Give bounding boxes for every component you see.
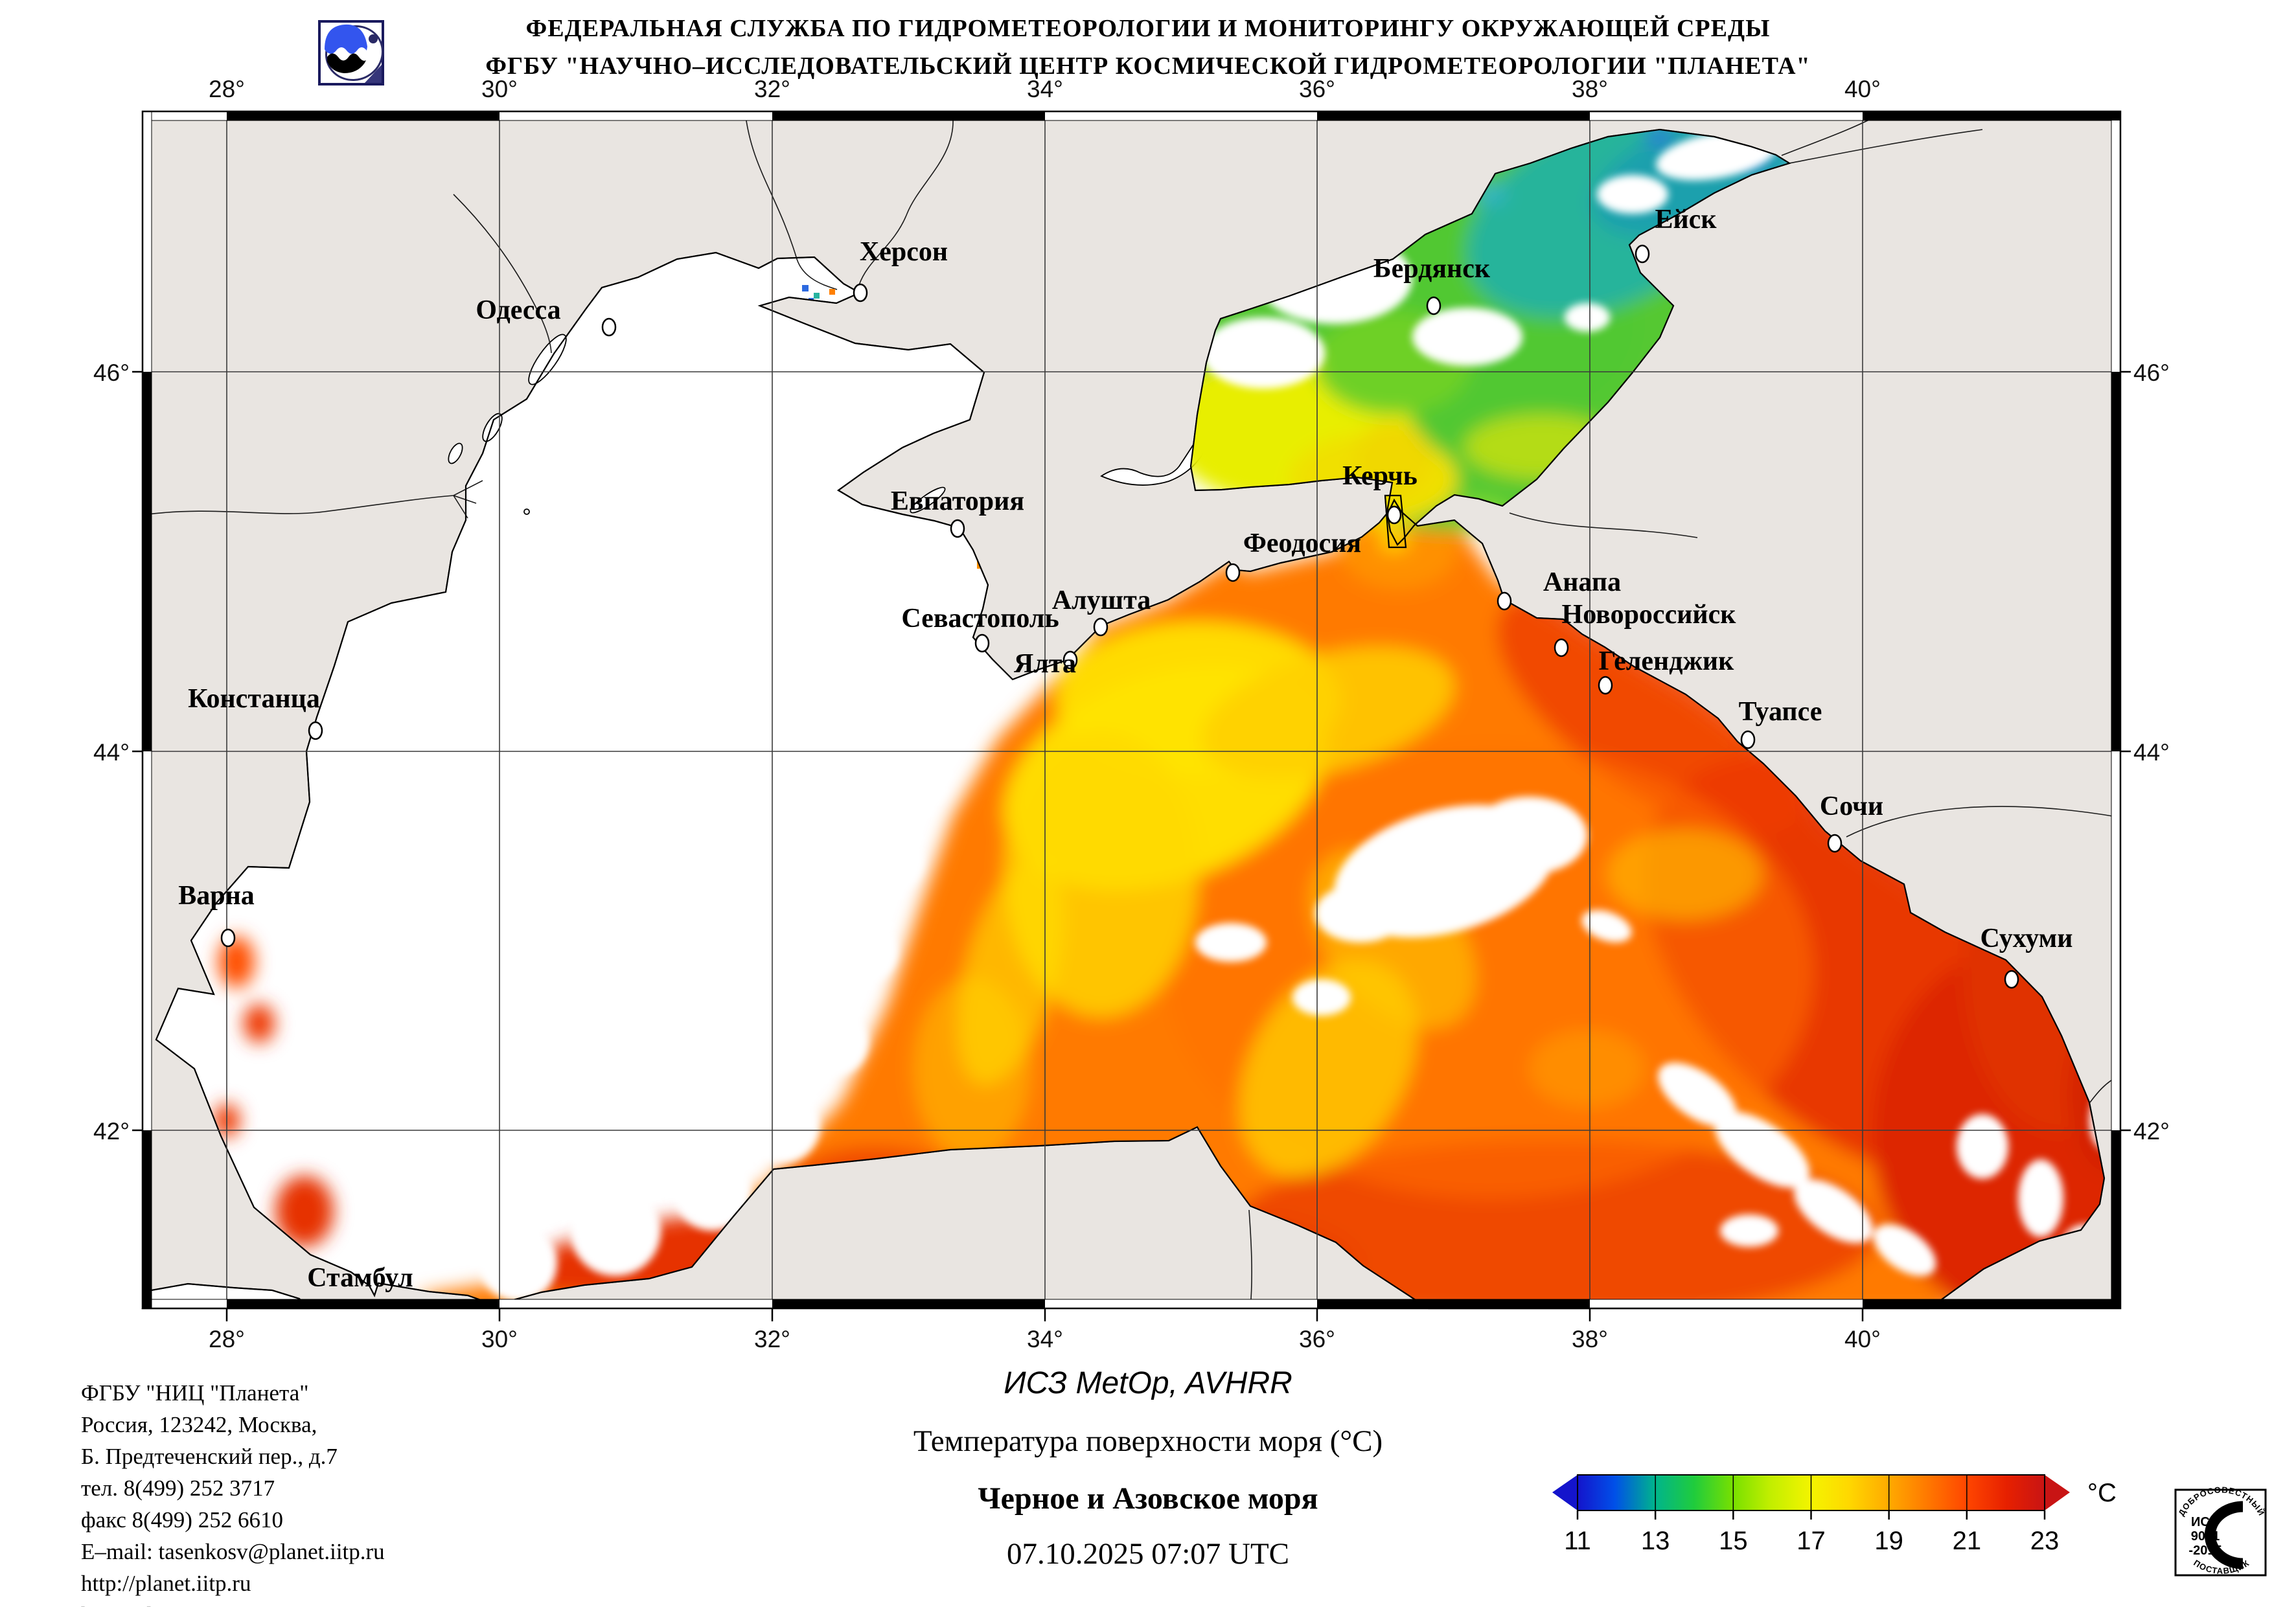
city-marker <box>1554 638 1569 657</box>
city-layer: Одесса Херсон Бердянск Ейск Керчь Евпатория Фе… <box>178 205 2072 1293</box>
lon-label-top: 36° <box>1299 76 1335 102</box>
planeta-logo-icon <box>318 20 384 85</box>
lon-label-bottom: 36° <box>1299 1326 1335 1352</box>
city-marker <box>1497 591 1512 611</box>
city-label: Варна <box>178 881 255 911</box>
lon-label-bottom: 40° <box>1844 1326 1881 1352</box>
lon-label-bottom: 32° <box>754 1326 790 1352</box>
contact-line: Б. Предтеченский пер., д.7 <box>81 1444 338 1469</box>
city-marker <box>1635 244 1650 264</box>
lon-label-bottom: 30° <box>481 1326 518 1352</box>
colorbar-tick: 13 <box>1641 1527 1670 1555</box>
city-label: Геленджик <box>1599 646 1734 676</box>
city-marker <box>1093 617 1108 637</box>
city-label: Одесса <box>476 295 560 325</box>
lon-label-top: 40° <box>1844 76 1881 102</box>
header-line-2: ФГБУ "НАУЧНО–ИССЛЕДОВАТЕЛЬСКИЙ ЦЕНТР КОС… <box>485 52 1811 80</box>
city-marker <box>1386 505 1402 525</box>
lat-label-right: 46° <box>2133 359 2170 386</box>
lat-label-left: 44° <box>93 739 130 766</box>
caption-region: Черное и Азовское моря <box>978 1481 1318 1516</box>
lon-label-top: 32° <box>754 76 790 102</box>
contact-line: E–mail: tasenkosv@planet.iitp.ru <box>81 1539 385 1564</box>
lon-label-bottom: 38° <box>1572 1326 1608 1352</box>
colorbar-tick: 19 <box>1874 1527 1903 1555</box>
lon-label-bottom: 34° <box>1027 1326 1063 1352</box>
city-label: Херсон <box>860 237 948 267</box>
city-marker <box>1426 296 1441 315</box>
city-marker <box>1225 563 1241 582</box>
axis-labels: 28° 28° 30° 30° 32° 32° 34° 34° 36° 36° 38° 38° 40° 4… <box>93 76 2170 1352</box>
city-marker <box>1062 650 1078 670</box>
map-border <box>132 110 2131 1321</box>
contact-line: http://planet.iitp.ru <box>81 1571 251 1596</box>
city-label: Туапсе <box>1739 697 1822 727</box>
city-marker <box>308 721 323 740</box>
colorbar: 11 13 15 17 19 21 23 °C <box>1552 1474 2117 1555</box>
colorbar-tick: 23 <box>2030 1527 2060 1555</box>
caption-datetime: 07.10.2025 07:07 UTC <box>1006 1537 1290 1571</box>
city-marker <box>220 928 236 948</box>
caption-satellite: ИСЗ MetOp, AVHRR <box>1004 1366 1292 1400</box>
axis-ticks <box>132 370 2131 1321</box>
city-marker <box>1740 730 1756 749</box>
city-marker <box>950 519 965 538</box>
header-line-1: ФЕДЕРАЛЬНАЯ СЛУЖБА ПО ГИДРОМЕТЕОРОЛОГИИ … <box>525 15 1771 42</box>
lon-label-top: 30° <box>481 76 518 102</box>
rivers <box>142 111 2121 1309</box>
graticule <box>143 111 2120 1308</box>
lon-label-top: 28° <box>209 76 245 102</box>
city-label: Ейск <box>1655 205 1717 234</box>
city-marker <box>853 283 868 302</box>
city-label: Анапа <box>1543 567 1621 597</box>
city-marker <box>601 317 617 337</box>
city-label: Ялта <box>1014 649 1076 679</box>
contact-block: ФГБУ "НИЦ "Планета" Россия, 123242, Моск… <box>81 1377 385 1607</box>
contact-line: http://planet.rssi.ru <box>81 1599 385 1607</box>
contact-line: факс 8(499) 252 6610 <box>81 1507 283 1533</box>
stamp-line-1: ИСО <box>2191 1515 2220 1529</box>
city-label: Алушта <box>1052 586 1151 615</box>
lon-label-top: 38° <box>1572 76 1608 102</box>
caption-product: Температура поверхности моря (°C) <box>913 1424 1383 1458</box>
lon-label-bottom: 28° <box>209 1326 245 1352</box>
city-label: Стамбул <box>307 1263 413 1293</box>
lon-label-top: 34° <box>1027 76 1063 102</box>
city-label: Феодосия <box>1243 529 1361 558</box>
city-label: Керчь <box>1342 461 1418 491</box>
contact-line: ФГБУ "НИЦ "Планета" <box>81 1380 309 1406</box>
city-marker <box>1827 834 1843 853</box>
contact-line: Россия, 123242, Москва, <box>81 1412 317 1437</box>
lat-label-right: 42° <box>2133 1118 2170 1145</box>
city-marker <box>2004 970 2019 989</box>
city-marker <box>974 633 990 653</box>
contact-line: тел. 8(499) 252 3717 <box>81 1476 275 1501</box>
lat-label-left: 46° <box>93 359 130 386</box>
city-label: Бердянск <box>1373 254 1491 284</box>
city-marker <box>1598 676 1613 695</box>
city-label: Констанца <box>188 684 320 714</box>
colorbar-tick: 17 <box>1797 1527 1826 1555</box>
city-label: Новороссийск <box>1562 600 1737 630</box>
iso-stamp-icon: ДОБРОСОВЕСТНЫЙ ПОСТАВЩИК ИСО 9001 -2015 <box>2174 1485 2267 1577</box>
lat-label-right: 44° <box>2133 739 2170 766</box>
city-label: Евпатория <box>891 486 1024 516</box>
stamp-line-3: -2015 <box>2188 1544 2221 1558</box>
stamp-line-2: 9001 <box>2191 1529 2220 1544</box>
city-label: Сухуми <box>1980 924 2073 953</box>
colorbar-tick: 11 <box>1564 1527 1591 1555</box>
colorbar-tick: 21 <box>1953 1527 1982 1555</box>
colorbar-unit: °C <box>2087 1479 2117 1507</box>
city-label: Сочи <box>1820 792 1883 821</box>
city-label: Севастополь <box>901 604 1059 633</box>
colorbar-tick: 15 <box>1719 1527 1748 1555</box>
lat-label-left: 42° <box>93 1118 130 1145</box>
